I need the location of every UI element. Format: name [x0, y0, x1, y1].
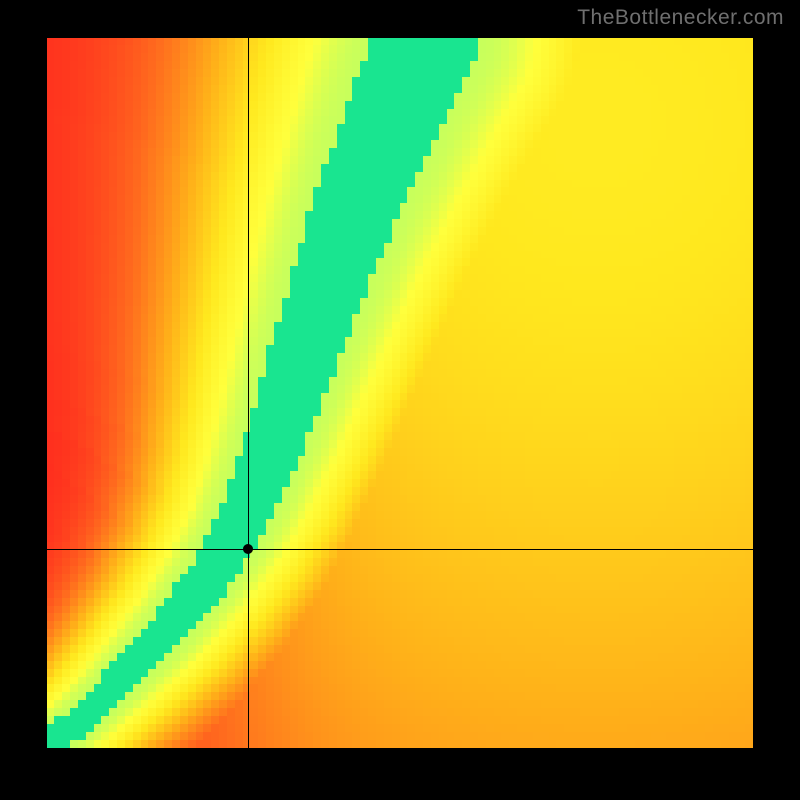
figure-root: TheBottlenecker.com: [0, 0, 800, 800]
watermark-text: TheBottlenecker.com: [577, 6, 784, 30]
heatmap-canvas: [47, 38, 753, 748]
plot-area: [47, 38, 753, 748]
